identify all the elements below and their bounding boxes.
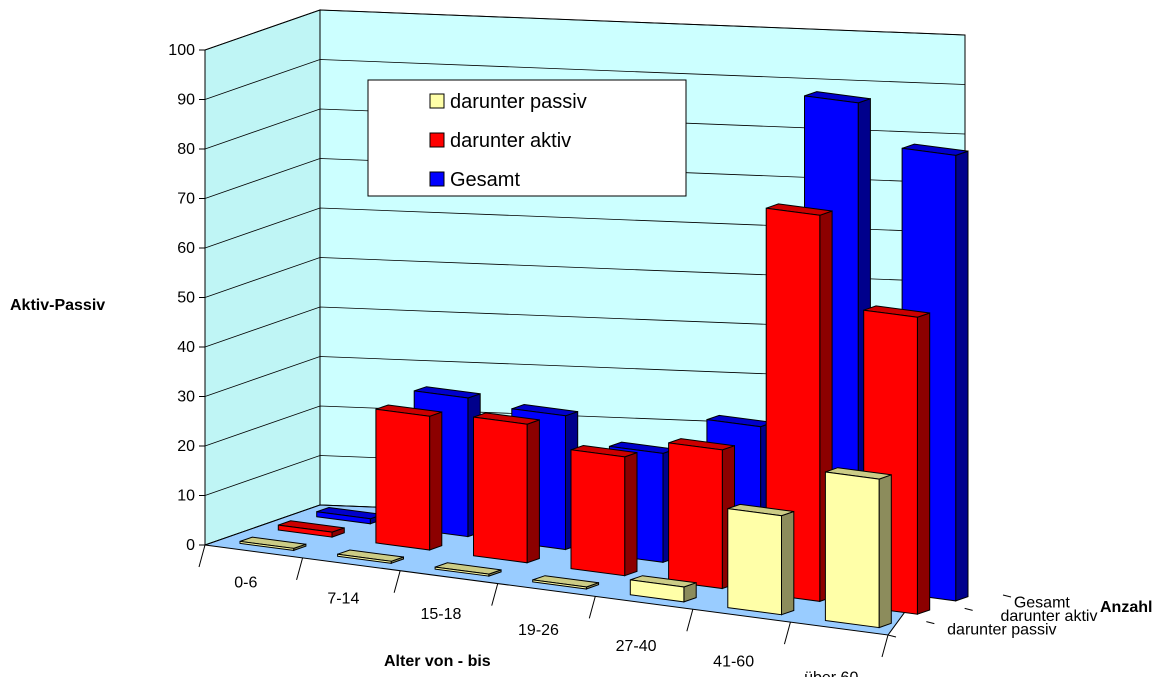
bar	[668, 438, 735, 590]
legend-swatch	[429, 171, 445, 187]
x-tick-label: 7-14	[327, 590, 359, 607]
legend: darunter passiv darunter aktiv Gesamt	[367, 79, 687, 197]
gridline	[204, 306, 966, 348]
depth-axis-title: Anzahl	[1100, 599, 1152, 616]
x-axis-ticks: 0-6 7-14 15-18 19-26 27-40 41-60 über 60	[198, 544, 889, 677]
bars	[239, 91, 969, 629]
y-tick-label: 100	[168, 42, 195, 59]
bar-side	[526, 419, 540, 564]
y-axis-title: Aktiv-Passiv	[10, 297, 105, 314]
bar	[765, 203, 833, 603]
bar	[375, 404, 443, 551]
x-tick-mark	[393, 570, 401, 593]
x-tick-mark	[881, 634, 889, 658]
bar-front	[824, 471, 880, 629]
y-tick-label: 10	[177, 488, 195, 505]
bar-side	[878, 474, 892, 629]
bar	[570, 444, 638, 577]
bar-side	[624, 451, 638, 577]
bar-front	[765, 207, 821, 602]
x-axis-title: Alter von - bis	[384, 653, 491, 670]
z-tick-label: Gesamt	[1014, 595, 1071, 612]
gridline	[204, 356, 966, 397]
bar-front	[434, 566, 490, 577]
z-tick-mark	[887, 634, 897, 638]
bar-front	[239, 540, 295, 551]
gridline	[204, 158, 966, 199]
y-tick-label: 80	[177, 141, 195, 158]
bar-front	[337, 553, 392, 564]
legend-items: darunter passiv darunter aktiv Gesamt	[429, 91, 587, 191]
gridline	[204, 9, 966, 51]
y-tick-label: 90	[177, 92, 195, 109]
bar	[629, 575, 697, 603]
bar	[473, 412, 540, 564]
y-tick-label: 60	[177, 240, 195, 257]
bar-side	[429, 411, 443, 551]
bar-front	[668, 442, 723, 590]
bar-front	[375, 408, 431, 551]
bar-front	[629, 579, 685, 603]
bar	[532, 575, 600, 590]
gridline	[204, 257, 966, 298]
bar-side	[916, 312, 931, 615]
bar-front	[277, 524, 333, 538]
y-tick-label: 30	[177, 389, 195, 406]
z-tick-label: darunter passiv	[947, 621, 1056, 638]
x-tick-mark	[588, 596, 596, 619]
z-tick-mark	[964, 607, 973, 611]
bar	[316, 506, 384, 525]
bar-front	[473, 416, 528, 564]
x-tick-mark	[686, 609, 694, 632]
z-tick-mark	[926, 621, 935, 625]
x-tick-mark	[296, 557, 304, 580]
x-tick-label: 19-26	[518, 622, 559, 639]
gridline	[204, 59, 966, 100]
gridline	[204, 207, 966, 249]
legend-label: darunter passiv	[450, 91, 587, 113]
x-tick-label: über 60	[804, 670, 858, 677]
bar-front	[570, 449, 626, 577]
legend-swatch	[429, 132, 445, 148]
bar-front	[532, 579, 587, 590]
gridlines	[204, 9, 966, 546]
x-tick-label: 0-6	[234, 574, 257, 591]
x-tick-mark	[491, 583, 499, 606]
bar	[434, 562, 502, 577]
x-tick-mark	[198, 544, 206, 568]
bar-front	[316, 511, 371, 525]
x-tick-mark	[783, 622, 791, 645]
y-tick-label: 50	[177, 290, 195, 307]
bar	[277, 520, 345, 538]
x-tick-label: 41-60	[713, 654, 754, 671]
bar	[239, 536, 307, 552]
x-tick-label: 27-40	[616, 638, 657, 655]
bar-front	[727, 508, 782, 616]
bar	[727, 503, 795, 616]
legend-label: darunter aktiv	[450, 130, 571, 152]
bar-side	[955, 150, 969, 602]
gridline	[204, 108, 966, 150]
bar	[337, 549, 404, 565]
legend-label: Gesamt	[450, 169, 520, 191]
y-tick-label: 20	[177, 438, 195, 455]
legend-box	[367, 79, 687, 197]
y-tick-label: 70	[177, 191, 195, 208]
legend-swatch	[429, 93, 445, 109]
y-axis-ticks: 0 10 20 30 40 50 60 70 80 90 100	[168, 42, 205, 554]
y-tick-label: 0	[186, 537, 195, 554]
bar	[824, 467, 892, 629]
bar-side	[781, 510, 795, 616]
z-tick-label: darunter aktiv	[1001, 608, 1098, 625]
z-tick-mark	[1002, 594, 1012, 598]
y-tick-label: 40	[177, 339, 195, 356]
x-tick-label: 15-18	[420, 606, 461, 623]
